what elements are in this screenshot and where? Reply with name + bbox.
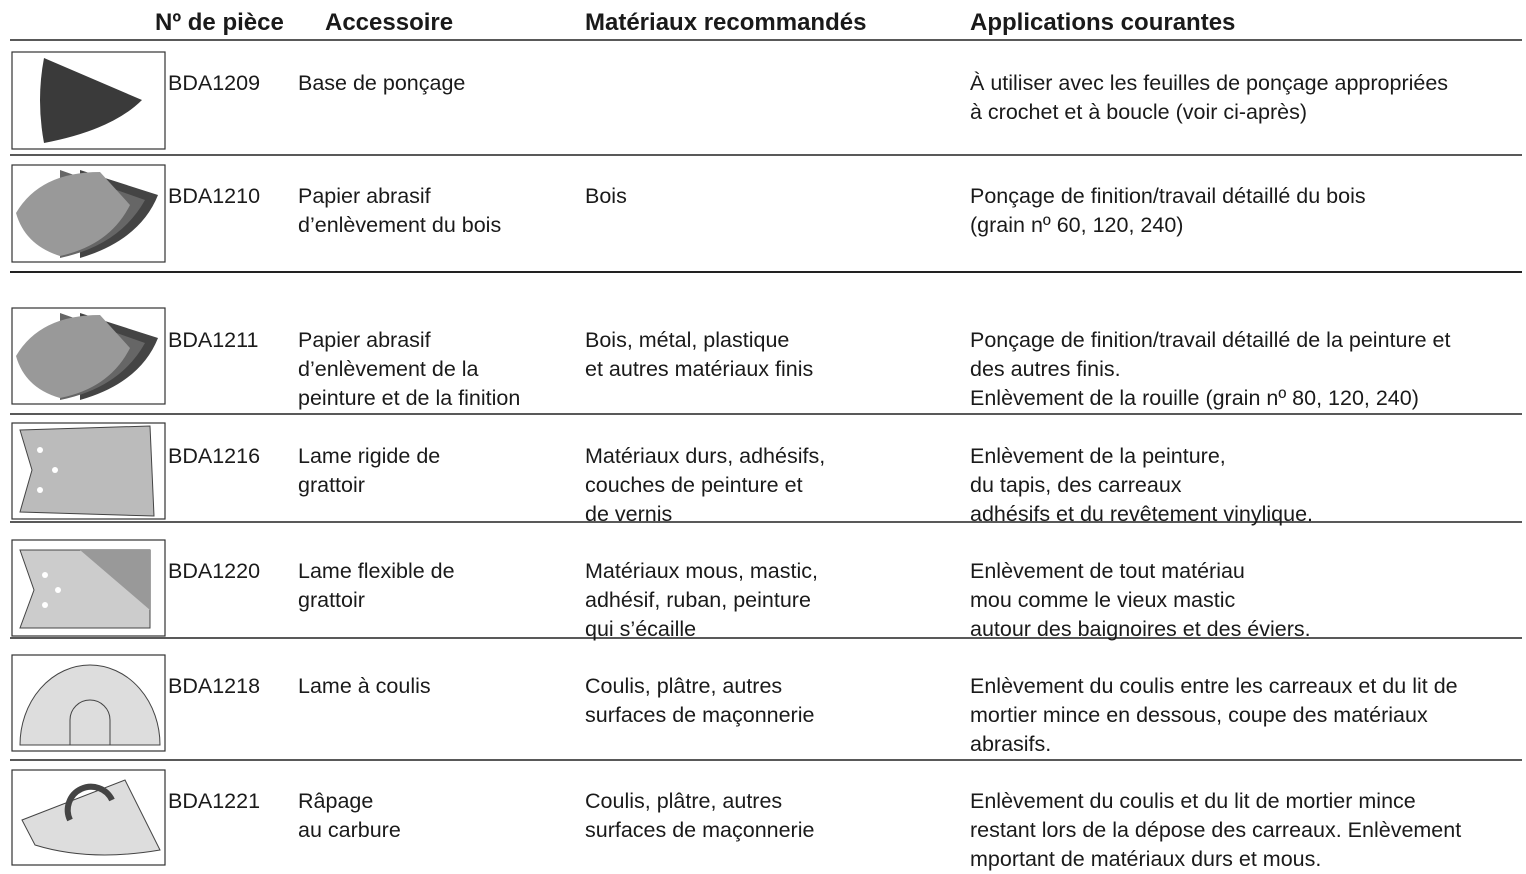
text-line: d’enlèvement de la: [298, 357, 479, 381]
column-header: Nº de pièce: [155, 9, 284, 36]
column-header: Matériaux recommandés: [585, 9, 867, 36]
part-number: BDA1221: [168, 789, 261, 813]
text-line: Enlèvement de tout matériau: [970, 559, 1245, 583]
materials-cell: Bois: [585, 182, 627, 211]
text-line: Coulis, plâtre, autres: [585, 789, 783, 813]
text-line: Enlèvement du coulis et du lit de mortie…: [970, 789, 1416, 813]
image-frame: [11, 307, 166, 405]
text-line: abrasifs.: [970, 732, 1052, 756]
materials-cell: Bois, métal, plastique et autres matériau…: [585, 326, 813, 384]
applications-cell: À utiliser avec les feuilles de ponçage …: [970, 69, 1448, 127]
accessory-cell: Papier abrasif d’enlèvement du bois: [298, 182, 501, 240]
applications-cell: Enlèvement de la peinture, du tapis, des …: [970, 442, 1313, 529]
applications-cell: Enlèvement de tout matériau mou comme le …: [970, 557, 1311, 644]
carbide-rasp-icon: [21, 779, 161, 856]
text-line: au carbure: [298, 818, 401, 842]
applications-cell: Ponçage de finition/travail détaillé de …: [970, 326, 1451, 413]
image-frame: [11, 164, 166, 263]
text-line: peinture et de la finition: [298, 386, 521, 410]
text-line: Bois, métal, plastique: [585, 328, 790, 352]
image-frames: [11, 51, 166, 866]
text-line: des autres finis.: [970, 357, 1121, 381]
text-line: grattoir: [298, 588, 365, 612]
text-line: Enlèvement du coulis entre les carreaux …: [970, 674, 1458, 698]
column-header: Applications courantes: [970, 9, 1236, 36]
flexible-scraper-icon: [19, 549, 151, 629]
text-line: Ponçage de finition/travail détaillé de …: [970, 328, 1451, 352]
accessory-cell: Râpage au carbure: [298, 787, 401, 845]
materials-cell: Matériaux durs, adhésifs, couches de pein…: [585, 442, 825, 529]
accessory-cell: Papier abrasif d’enlèvement de la peinture…: [298, 326, 520, 413]
sanding-paper-icon: [16, 313, 158, 400]
text-line: adhésifs et du revêtement vinylique.: [970, 502, 1314, 526]
image-frame: [11, 654, 166, 752]
text-line: Ponçage de finition/travail détaillé du …: [970, 184, 1366, 208]
column-header: Accessoire: [325, 9, 454, 36]
accessory-cell: Lame à coulis: [298, 672, 431, 701]
text-line: Râpage: [298, 789, 374, 813]
text-line: mortier mince en dessous, coupe des maté…: [970, 703, 1428, 727]
text-line: Matériaux mous, mastic,: [585, 559, 818, 583]
applications-cell: Ponçage de finition/travail détaillé du …: [970, 182, 1366, 240]
text-line: Lame flexible de: [298, 559, 455, 583]
applications-cell: Enlèvement du coulis et du lit de mortie…: [970, 787, 1461, 874]
accessory-cell: Lame flexible de grattoir: [298, 557, 455, 615]
image-frame: [11, 539, 166, 637]
text-line: Papier abrasif: [298, 184, 431, 208]
part-number: BDA1211: [168, 328, 259, 352]
text-line: Bois: [585, 184, 627, 208]
text-line: Enlèvement de la peinture,: [970, 444, 1226, 468]
accessory-cell: Lame rigide de grattoir: [298, 442, 440, 500]
image-frame: [11, 422, 166, 520]
text-line: (grain nº 60, 120, 240): [970, 213, 1184, 237]
part-number: BDA1216: [168, 444, 261, 468]
text-line: Lame rigide de: [298, 444, 441, 468]
text-line: mportant de matériaux durs et mous.: [970, 847, 1322, 871]
rigid-scraper-icon: [19, 425, 155, 517]
text-line: Base de ponçage: [298, 71, 466, 95]
text-line: et autres matériaux finis: [585, 357, 814, 381]
text-line: couches de peinture et: [585, 473, 803, 497]
part-number: BDA1220: [168, 559, 261, 583]
text-line: à crochet et à boucle (voir ci-après): [970, 100, 1307, 124]
accessory-cell: Base de ponçage: [298, 69, 465, 98]
text-line: Coulis, plâtre, autres: [585, 674, 783, 698]
text-line: qui s’écaille: [585, 617, 697, 641]
materials-cell: Matériaux mous, mastic, adhésif, ruban, p…: [585, 557, 818, 644]
text-line: d’enlèvement du bois: [298, 213, 502, 237]
image-frame: [11, 51, 166, 150]
applications-cell: Enlèvement du coulis entre les carreaux …: [970, 672, 1458, 759]
part-number: BDA1210: [168, 184, 261, 208]
text-line: autour des baignoires et des éviers.: [970, 617, 1311, 641]
text-line: de vernis: [585, 502, 673, 526]
text-line: grattoir: [298, 473, 365, 497]
text-line: Lame à coulis: [298, 674, 431, 698]
text-line: du tapis, des carreaux: [970, 473, 1182, 497]
text-line: surfaces de maçonnerie: [585, 818, 815, 842]
sanding-paper-icon: [16, 170, 158, 258]
text-line: À utiliser avec les feuilles de ponçage …: [970, 71, 1449, 95]
text-line: surfaces de maçonnerie: [585, 703, 815, 727]
text-line: Matériaux durs, adhésifs,: [585, 444, 826, 468]
part-number: BDA1209: [168, 71, 261, 95]
text-line: Papier abrasif: [298, 328, 431, 352]
text-line: Enlèvement de la rouille (grain nº 80, 1…: [970, 386, 1419, 410]
materials-cell: Coulis, plâtre, autres surfaces de maçonn…: [585, 787, 814, 845]
sanding-base-icon: [40, 58, 142, 143]
image-frame: [11, 769, 166, 866]
text-line: mou comme le vieux mastic: [970, 588, 1236, 612]
grout-blade-icon: [19, 664, 161, 746]
text-line: restant lors de la dépose des carreaux. …: [970, 818, 1462, 842]
row-rules: [10, 39, 1522, 761]
part-number: BDA1218: [168, 674, 261, 698]
materials-cell: Coulis, plâtre, autres surfaces de maçonn…: [585, 672, 814, 730]
text-line: adhésif, ruban, peinture: [585, 588, 811, 612]
